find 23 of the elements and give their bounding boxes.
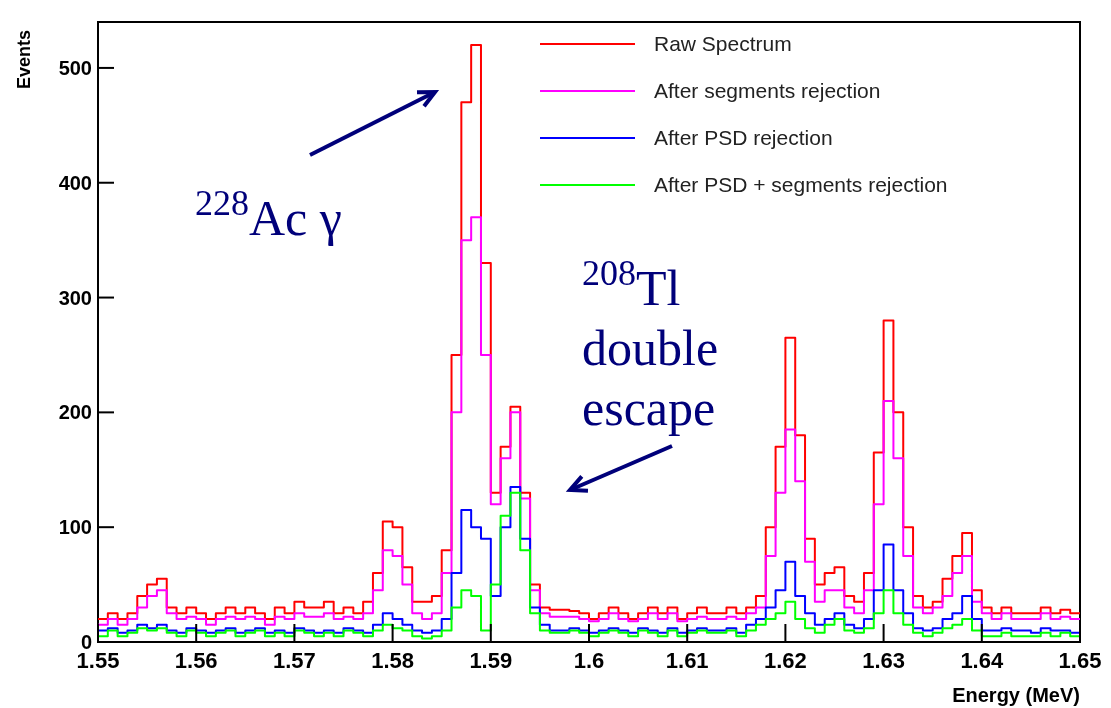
x-tick-label: 1.64 (960, 648, 1004, 673)
x-tick-label: 1.57 (272, 648, 316, 673)
y-tick-label: 200 (58, 401, 92, 424)
x-tick-label: 1.58 (371, 648, 415, 673)
x-tick-label: 1.59 (469, 648, 513, 673)
legend-label: After PSD rejection (654, 126, 833, 149)
x-tick-label: 1.62 (763, 648, 807, 673)
x-tick-label: 1.61 (665, 648, 709, 673)
x-axis-title: Energy (MeV) (952, 684, 1080, 706)
y-axis-title: Events (14, 30, 34, 90)
y-tick-label: 500 (58, 56, 92, 79)
legend-label: Raw Spectrum (654, 32, 792, 55)
y-tick-label: 100 (58, 516, 92, 539)
legend-label: After segments rejection (654, 79, 881, 102)
y-tick-label: 400 (58, 171, 92, 194)
x-tick-label: 1.56 (174, 648, 218, 673)
legend-label: After PSD + segments rejection (654, 173, 948, 196)
x-tick-label: 1.65 (1058, 648, 1102, 673)
annotation: $^{208}$Tl double escape (582, 253, 719, 436)
x-tick-label: 1.6 (573, 648, 605, 673)
annotation: $^{228}$Ac γ (195, 183, 342, 246)
x-tick-label: 1.63 (862, 648, 906, 673)
y-tick-label: 300 (58, 286, 92, 309)
